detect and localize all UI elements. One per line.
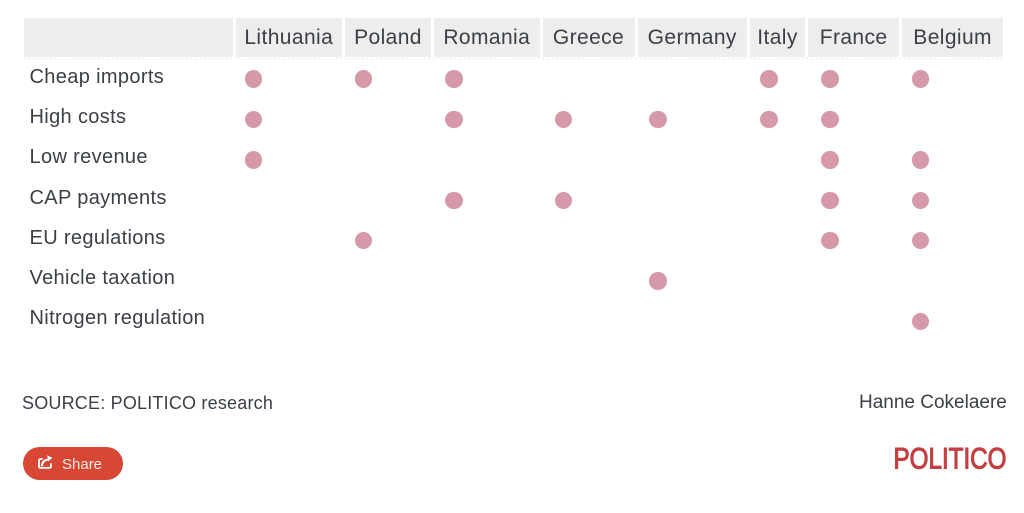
svg-text:POLITICO: POLITICO (894, 444, 1007, 474)
